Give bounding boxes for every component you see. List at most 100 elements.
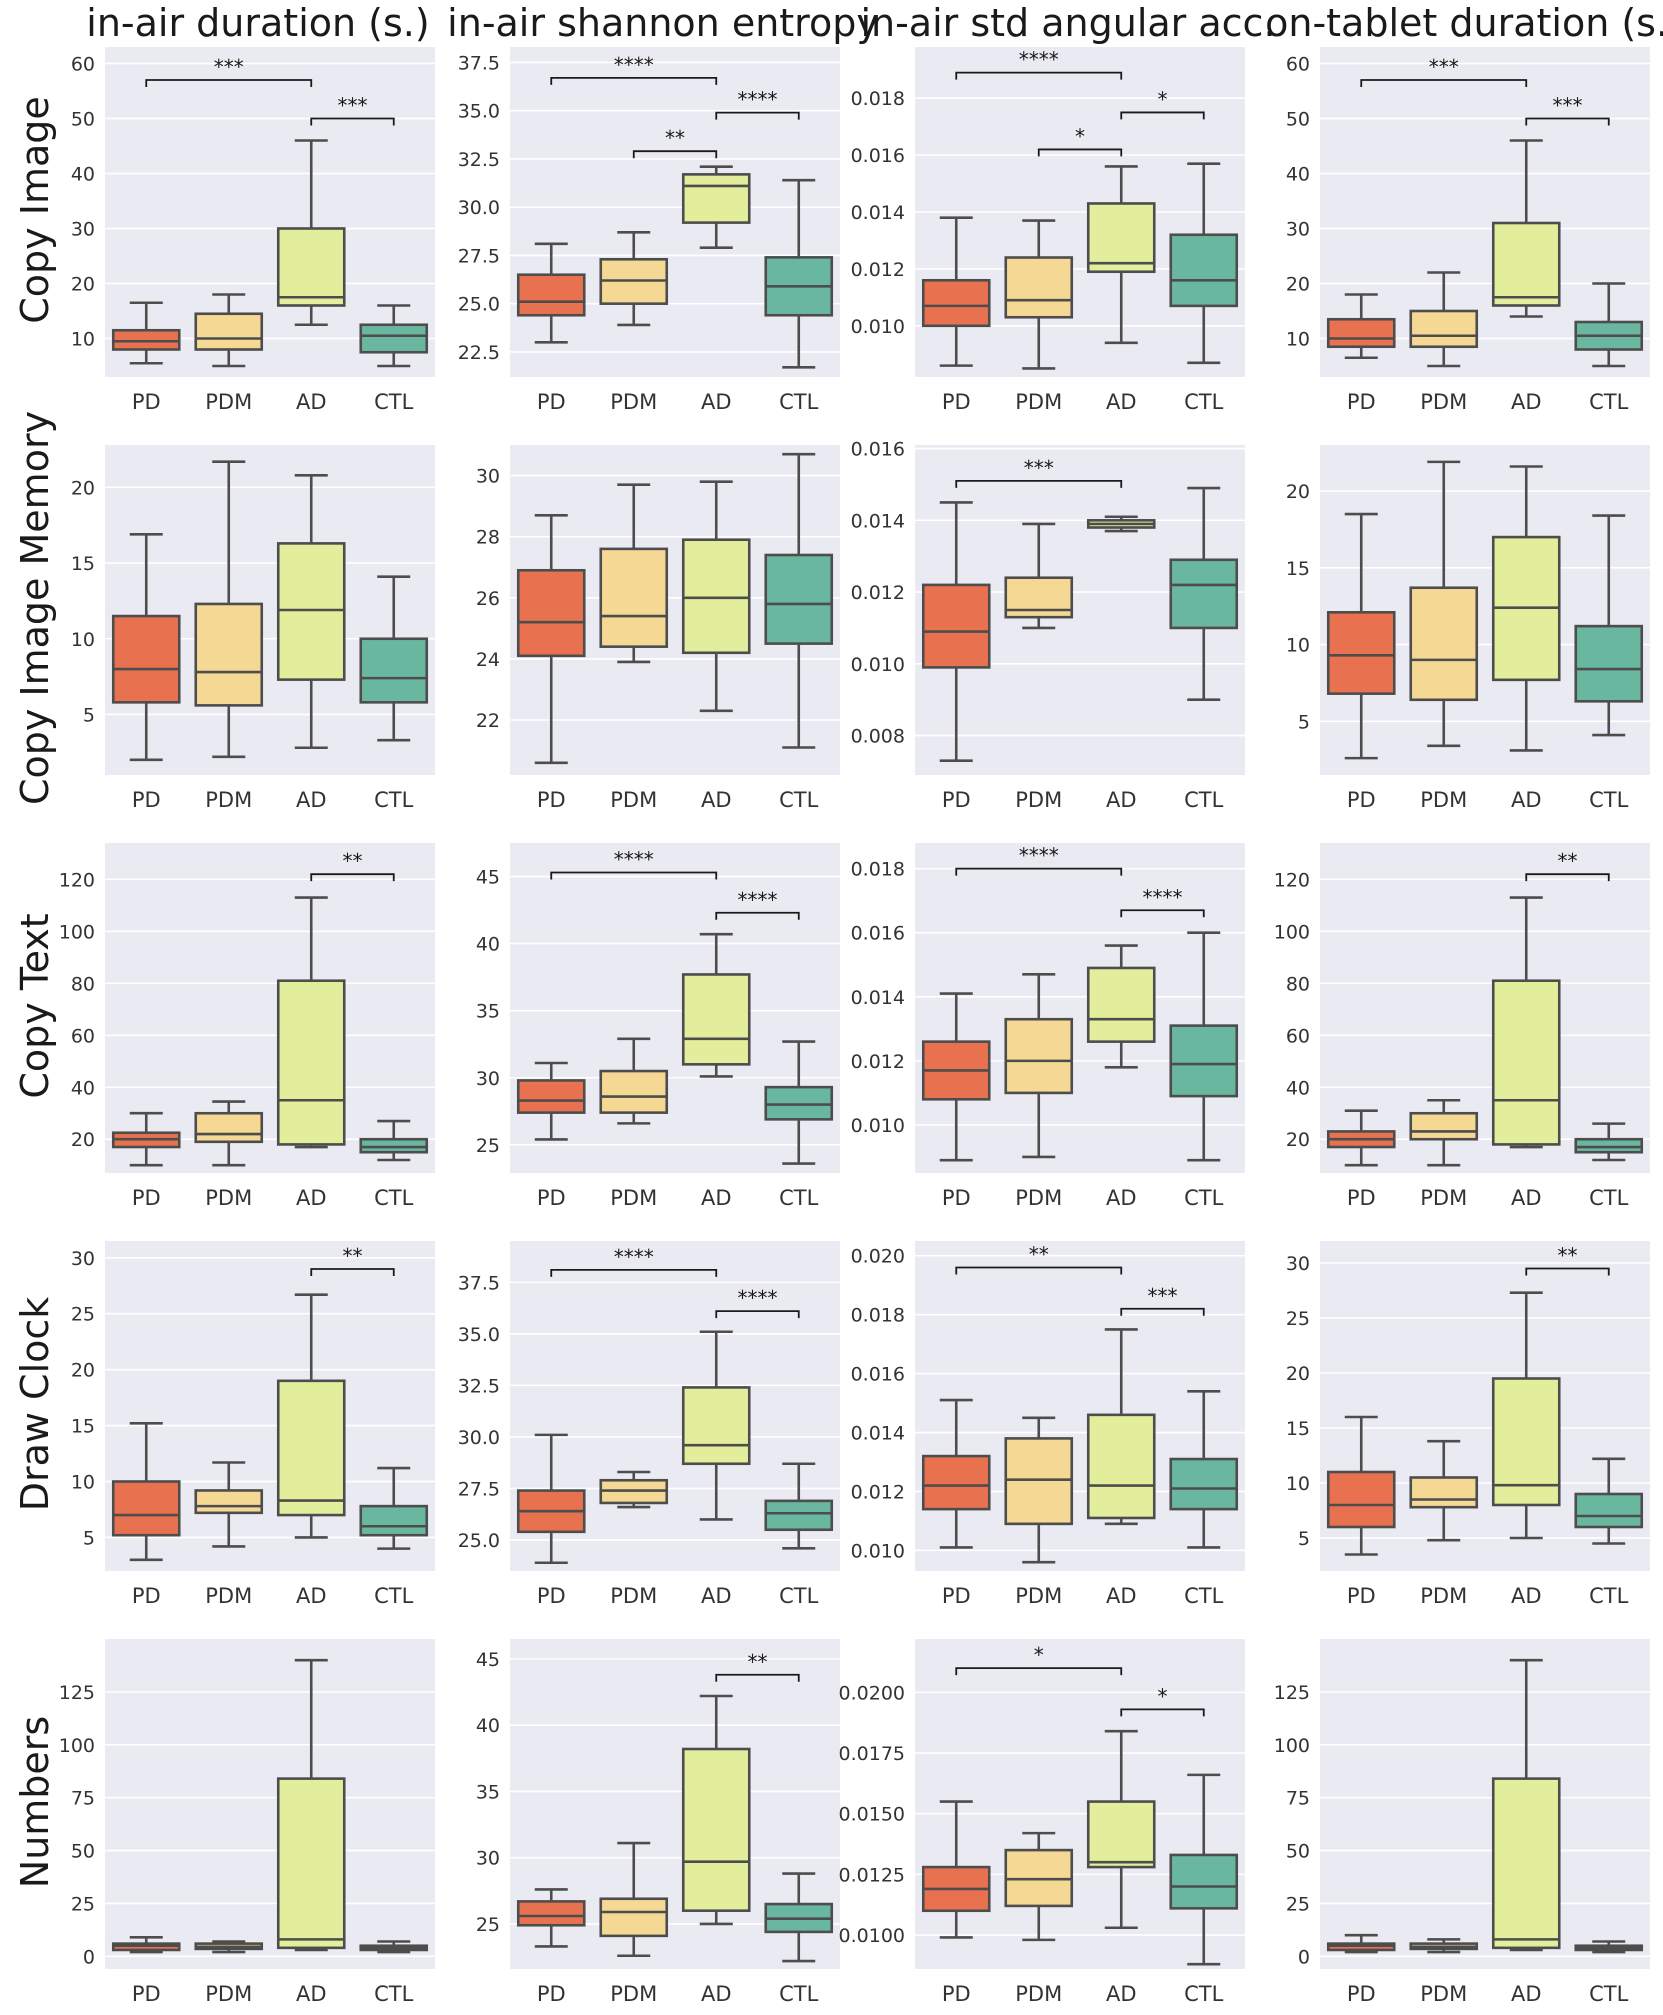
significance-bracket bbox=[1120, 111, 1205, 120]
y-tick-label: 30 bbox=[476, 1848, 500, 1870]
iqr-box bbox=[111, 614, 181, 704]
x-tick-label-ad: AD bbox=[296, 1186, 327, 1210]
iqr-box bbox=[194, 602, 264, 707]
box-pdm bbox=[1004, 522, 1074, 630]
y-tick-label: 0.018 bbox=[851, 859, 905, 881]
y-tick-label: 30.0 bbox=[458, 1427, 500, 1449]
box-pd bbox=[516, 1433, 586, 1565]
panel-draw-clock-in-air-std-angular-acc: 0.010 0.012 0.014 0.016 0.018 0.020 PD PDM AD CTL… bbox=[851, 1241, 1245, 1608]
y-tick-label: 25.0 bbox=[458, 1530, 500, 1552]
y-tick-label: 0.016 bbox=[851, 145, 905, 167]
x-tick-label-pdm: PDM bbox=[1015, 1982, 1062, 2006]
box-pdm bbox=[599, 1841, 669, 1958]
box-pdm bbox=[1004, 219, 1074, 370]
x-tick-label-ctl: CTL bbox=[1589, 1186, 1628, 1210]
y-tick-label: 28 bbox=[476, 527, 500, 549]
box-pdm bbox=[1409, 460, 1479, 748]
y-tick-label: 20 bbox=[1286, 1363, 1310, 1385]
y-tick-label: 50 bbox=[71, 1841, 95, 1863]
x-tick-label-ad: AD bbox=[1106, 1584, 1137, 1608]
box-ctl bbox=[1169, 486, 1239, 701]
significance-pd-ad: * bbox=[955, 1643, 1123, 1676]
y-tick-label: 22 bbox=[476, 710, 500, 732]
box-pdm bbox=[599, 230, 669, 327]
iqr-box bbox=[1086, 1800, 1156, 1869]
significance-label: ** bbox=[343, 849, 363, 873]
panel-copy-text-in-air-shannon-entropy: 25 30 35 40 45 PD PDM AD CTL **** **** bbox=[476, 843, 840, 1210]
iqr-box bbox=[764, 553, 834, 645]
y-tick-label: 27.5 bbox=[458, 245, 500, 267]
box-ad bbox=[276, 1658, 346, 1952]
y-tick-label: 100 bbox=[59, 1735, 95, 1757]
box-pdm bbox=[599, 1470, 669, 1509]
box-pdm bbox=[1409, 271, 1479, 368]
significance-ad-ctl: **** bbox=[715, 88, 800, 120]
iqr-box bbox=[1169, 1457, 1239, 1511]
y-tick-label: 37.5 bbox=[458, 1272, 500, 1294]
box-pd bbox=[111, 1111, 181, 1167]
x-tick-label-ctl: CTL bbox=[779, 1982, 818, 2006]
y-tick-label: 26 bbox=[476, 588, 500, 610]
y-tick-label: 40 bbox=[71, 1077, 95, 1099]
x-tick-label-pd: PD bbox=[942, 1186, 971, 1210]
significance-label: *** bbox=[1148, 1284, 1178, 1308]
x-tick-label-pdm: PDM bbox=[205, 1982, 252, 2006]
iqr-box bbox=[1004, 1437, 1074, 1526]
column-title-in-air-std-angular-acc: in-air std angular acc. bbox=[860, 1, 1275, 45]
y-tick-label: 25 bbox=[476, 1914, 500, 1936]
iqr-box bbox=[1409, 309, 1479, 349]
box-ad bbox=[681, 1694, 751, 1926]
y-tick-label: 120 bbox=[59, 869, 95, 891]
box-pd bbox=[516, 513, 586, 765]
x-tick-label-pd: PD bbox=[1347, 1982, 1376, 2006]
box-pdm bbox=[194, 293, 264, 368]
x-tick-label-ad: AD bbox=[1106, 390, 1137, 414]
significance-bracket bbox=[1525, 117, 1610, 126]
y-tick-label: 50 bbox=[71, 109, 95, 131]
y-tick-label: 0.012 bbox=[851, 1051, 905, 1073]
y-tick-label: 20 bbox=[1286, 1129, 1310, 1151]
y-tick-label: 25 bbox=[1286, 1893, 1310, 1915]
x-tick-label-pdm: PDM bbox=[610, 1982, 657, 2006]
significance-bracket bbox=[715, 1310, 800, 1319]
y-tick-label: 0.0200 bbox=[839, 1682, 905, 1704]
iqr-box bbox=[1409, 1476, 1479, 1509]
x-tick-label-pdm: PDM bbox=[205, 390, 252, 414]
iqr-box bbox=[1004, 1017, 1074, 1095]
plot-area bbox=[915, 843, 1245, 1173]
box-pdm bbox=[1409, 1439, 1479, 1542]
y-tick-label: 20 bbox=[71, 1129, 95, 1151]
iqr-box bbox=[516, 273, 586, 317]
box-ad bbox=[1491, 896, 1561, 1149]
y-tick-label: 40 bbox=[71, 164, 95, 186]
significance-bracket bbox=[1120, 1708, 1205, 1717]
y-tick-label: 0.018 bbox=[851, 88, 905, 110]
box-ctl bbox=[1574, 1122, 1644, 1162]
box-pd bbox=[1326, 1933, 1396, 1954]
plot-area bbox=[1320, 843, 1650, 1173]
significance-bracket bbox=[1360, 79, 1528, 87]
y-tick-label: 50 bbox=[1286, 109, 1310, 131]
iqr-box bbox=[276, 1379, 346, 1517]
panel-copy-text-in-air-std-angular-acc: 0.010 0.012 0.014 0.016 0.018 PD PDM AD CTL **** *… bbox=[851, 843, 1245, 1210]
significance-bracket bbox=[310, 873, 395, 882]
y-tick-label: 0.008 bbox=[851, 726, 905, 748]
box-ad bbox=[276, 896, 346, 1149]
iqr-box bbox=[599, 1069, 669, 1114]
iqr-box bbox=[1574, 624, 1644, 703]
iqr-box bbox=[194, 312, 264, 351]
significance-ad-ctl: * bbox=[1120, 1684, 1205, 1717]
y-tick-label: 0.0125 bbox=[839, 1864, 905, 1886]
iqr-box bbox=[194, 1489, 264, 1515]
x-tick-label-pdm: PDM bbox=[205, 1186, 252, 1210]
significance-ad-ctl: *** bbox=[1525, 94, 1610, 126]
plot-area bbox=[1320, 445, 1650, 775]
significance-ad-ctl: * bbox=[1120, 87, 1205, 120]
y-tick-label: 60 bbox=[1286, 1025, 1310, 1047]
significance-bracket bbox=[550, 1268, 718, 1277]
y-tick-label: 60 bbox=[1286, 54, 1310, 76]
x-tick-label-pdm: PDM bbox=[610, 1186, 657, 1210]
box-ctl bbox=[1574, 282, 1644, 368]
y-tick-label: 0.016 bbox=[851, 1364, 905, 1386]
